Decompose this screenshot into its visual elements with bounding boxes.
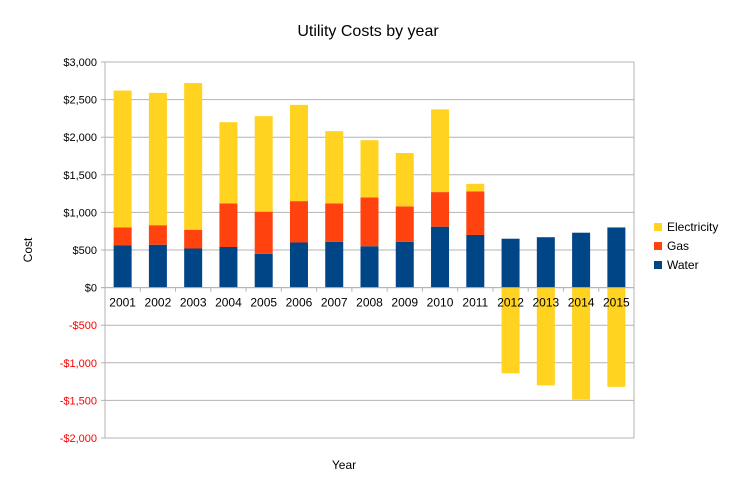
bar-gas-2002	[148, 225, 167, 245]
x-tick-label: 2002	[145, 296, 172, 310]
x-tick-label: 2011	[462, 296, 488, 310]
bar-electricity-2007	[325, 131, 344, 204]
bar-electricity-2005	[254, 116, 273, 212]
y-tick-label: $2,000	[63, 132, 97, 144]
y-tick-label: $0	[85, 283, 97, 295]
bar-water-2003	[184, 248, 203, 288]
bar-gas-2001	[113, 227, 132, 246]
legend-label-electricity: Electricity	[667, 220, 718, 234]
bar-water-2009	[395, 241, 414, 288]
bar-electricity-2004	[219, 122, 238, 204]
bar-electricity-2008	[360, 140, 379, 198]
bar-water-2005	[254, 253, 273, 288]
y-tick-label: $1,500	[63, 170, 97, 182]
y-tick-label: $2,500	[63, 95, 97, 107]
x-tick-label: 2003	[180, 296, 207, 310]
bar-electricity-2012	[501, 287, 520, 374]
bar-water-2012	[501, 238, 520, 288]
x-tick-label: 2001	[109, 296, 136, 310]
x-tick-label: 2009	[391, 296, 418, 310]
bar-gas-2006	[289, 201, 308, 243]
bar-electricity-2011	[466, 183, 485, 192]
chart-title: Utility Costs by year	[297, 23, 439, 40]
bar-gas-2011	[466, 191, 485, 235]
bar-water-2013	[536, 237, 555, 288]
bar-gas-2010	[431, 192, 450, 227]
bar-electricity-2015	[607, 287, 626, 387]
x-tick-label: 2008	[356, 296, 383, 310]
y-tick-label: -$2,000	[60, 433, 97, 445]
y-tick-label: $500	[73, 245, 97, 257]
x-axis-label: Year	[332, 458, 356, 472]
legend-label-water: Water	[667, 258, 699, 272]
bar-gas-2008	[360, 197, 379, 247]
bar-water-2011	[466, 234, 485, 288]
y-tick-label: -$1,500	[60, 395, 97, 407]
bar-gas-2004	[219, 203, 238, 247]
x-tick-label: 2015	[603, 296, 630, 310]
x-tick-label: 2013	[532, 296, 559, 310]
x-tick-label: 2005	[250, 296, 277, 310]
y-tick-label: -$500	[69, 320, 97, 332]
bar-electricity-2002	[148, 92, 167, 226]
legend-swatch-water	[654, 261, 662, 269]
bar-water-2001	[113, 245, 132, 288]
y-tick-label: -$1,000	[60, 358, 97, 370]
x-tick-label: 2012	[497, 296, 524, 310]
x-tick-label: 2004	[215, 296, 242, 310]
bar-electricity-2001	[113, 90, 132, 228]
bar-water-2008	[360, 246, 379, 288]
legend-label-gas: Gas	[667, 239, 689, 253]
bar-gas-2007	[325, 203, 344, 242]
bar-gas-2003	[184, 229, 203, 249]
x-tick-label: 2014	[568, 296, 595, 310]
bar-water-2004	[219, 246, 238, 288]
bar-electricity-2014	[572, 287, 591, 400]
legend-swatch-gas	[654, 242, 662, 250]
x-tick-label: 2006	[286, 296, 313, 310]
bar-water-2002	[148, 244, 167, 288]
bar-water-2010	[431, 226, 450, 288]
bar-electricity-2006	[289, 104, 308, 202]
bar-water-2015	[607, 227, 626, 288]
bar-electricity-2010	[431, 109, 450, 193]
bar-gas-2009	[395, 206, 414, 242]
y-tick-label: $1,000	[63, 207, 97, 219]
x-tick-label: 2010	[427, 296, 454, 310]
bar-water-2014	[572, 232, 591, 288]
bar-gas-2005	[254, 211, 273, 254]
bar-water-2006	[289, 242, 308, 288]
y-tick-label: $3,000	[63, 57, 97, 69]
y-axis-label: Cost	[21, 237, 35, 262]
bar-water-2007	[325, 241, 344, 288]
legend-swatch-electricity	[654, 223, 662, 231]
bar-electricity-2013	[536, 287, 555, 386]
bar-electricity-2009	[395, 152, 414, 207]
x-tick-label: 2007	[321, 296, 348, 310]
bar-electricity-2003	[184, 83, 203, 230]
